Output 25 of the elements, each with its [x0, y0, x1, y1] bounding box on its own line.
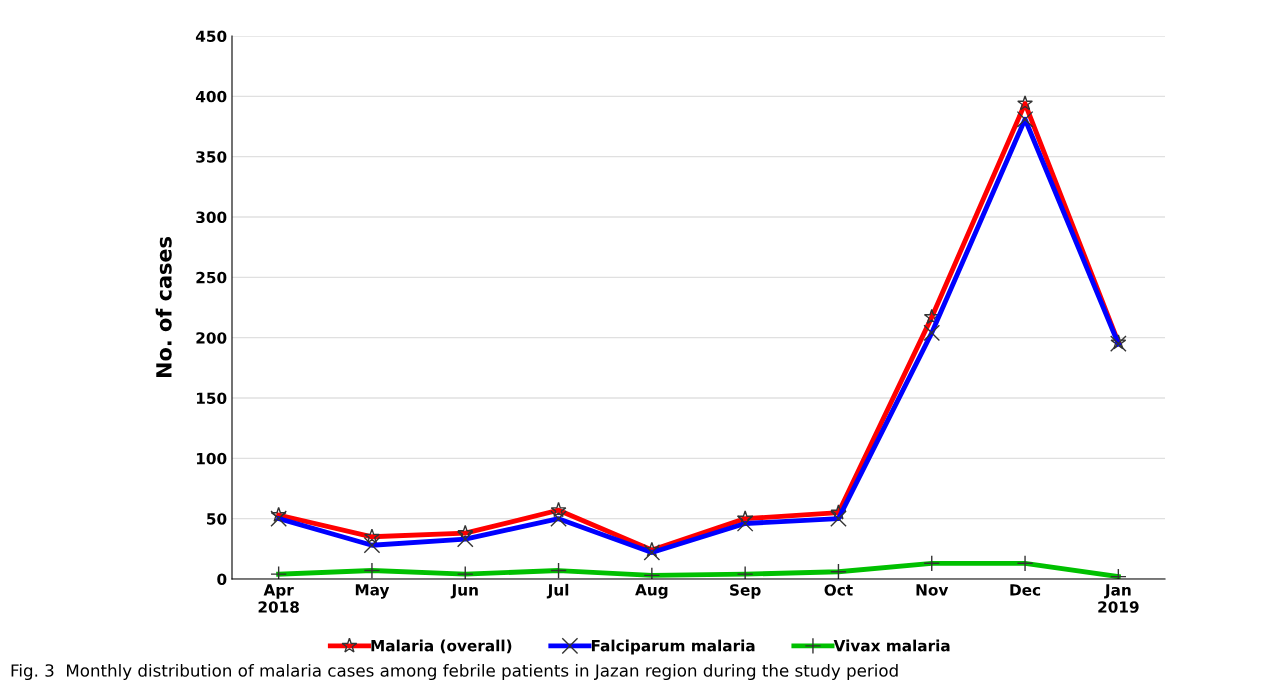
y-tick-label: 50 — [207, 513, 227, 525]
y-tick-label: 150 — [196, 392, 227, 405]
legend-label: Malaria (overall) — [371, 639, 512, 654]
y-tick-label: 250 — [196, 271, 227, 284]
y-tick-label: 400 — [195, 90, 227, 103]
x-tick-label: Apr 2018 — [258, 584, 299, 613]
x-tick-label: Nov — [916, 584, 949, 596]
y-axis-title: No. of cases — [155, 237, 172, 378]
caption: Fig. 3 Monthly distribution of malaria cases among febrile patients in Jazan region during the study period — [11, 663, 898, 681]
x-tick-label: Sep — [730, 584, 761, 599]
x-tick-label: May — [355, 584, 390, 599]
x-tick-label: Jun — [450, 584, 478, 599]
y-tick-label: 0 — [217, 573, 227, 586]
y-tick-label: 100 — [196, 452, 227, 465]
y-tick-label: 350 — [196, 151, 227, 163]
legend-label: Falciparum malaria — [591, 639, 755, 655]
y-tick-label: 450 — [195, 30, 227, 43]
y-tick-label: 200 — [196, 332, 227, 344]
x-tick-label: Jul — [546, 583, 569, 599]
legend-label: Vivax malaria — [833, 639, 950, 652]
x-tick-label: Dec — [1010, 584, 1041, 596]
x-tick-label: Jan 2019 — [1098, 584, 1139, 613]
y-tick-label: 300 — [196, 211, 227, 224]
x-tick-label: Aug — [635, 584, 668, 599]
x-tick-label: Oct — [824, 584, 853, 596]
